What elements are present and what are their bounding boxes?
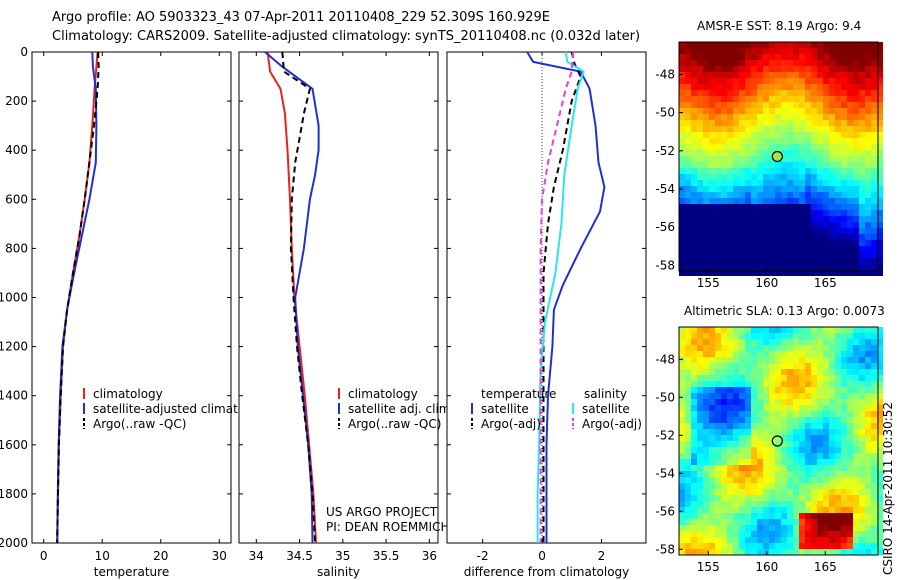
sst-map-field <box>679 42 883 276</box>
chart-title-line1: Argo profile: AO 5903323_43 07-Apr-2011 … <box>52 10 550 25</box>
legend-entry: satellite <box>582 402 630 416</box>
y-tick-label: 1600 <box>0 438 28 452</box>
annotation-pi: PI: DEAN ROEMMICH <box>326 520 449 534</box>
sla-map-title: Altimetric SLA: 0.13 Argo: 0.0073 <box>684 304 885 318</box>
x-tick-label: 165 <box>814 560 837 574</box>
y-tick-label: -54 <box>655 466 675 480</box>
x-tick-label: 0 <box>538 549 546 563</box>
legend-entry: satellite adj. clim. <box>348 402 454 416</box>
x-tick-label: 160 <box>755 560 778 574</box>
x-tick-label: 160 <box>755 276 778 290</box>
annotation-project: US ARGO PROJECT <box>326 505 438 519</box>
y-tick-label: -58 <box>655 258 675 272</box>
y-tick-label: -56 <box>655 504 675 518</box>
y-tick-label: 1200 <box>0 340 28 354</box>
y-tick-label: 600 <box>5 192 28 206</box>
series-line <box>56 51 100 544</box>
legend-entry: Argo(..raw -QC) <box>93 417 186 431</box>
x-axis-label: salinity <box>317 565 360 579</box>
y-tick-label: 400 <box>5 143 28 157</box>
series-line <box>526 51 606 543</box>
argo-float-marker <box>771 150 783 163</box>
series-line <box>539 51 575 543</box>
series-line <box>56 51 98 544</box>
legend-entry: climatology <box>93 387 163 401</box>
argo-float-marker <box>771 435 783 447</box>
x-tick-label: 20 <box>153 549 168 563</box>
legend-heading: temperature <box>481 387 556 401</box>
x-axis-label: difference from climatology <box>464 565 630 579</box>
y-tick-label: 1800 <box>0 487 28 501</box>
y-tick-label: -52 <box>655 144 675 158</box>
sst-map-frame <box>678 41 879 272</box>
x-tick-label: 155 <box>697 276 720 290</box>
x-tick-label: 0 <box>40 549 48 563</box>
y-tick-label: 200 <box>5 94 28 108</box>
y-tick-label: 1000 <box>0 291 28 305</box>
sst-map-title: AMSR-E SST: 8.19 Argo: 9.4 <box>697 19 862 33</box>
series-line <box>542 51 582 543</box>
y-tick-label: -54 <box>655 182 675 196</box>
x-tick-label: 30 <box>212 549 227 563</box>
y-tick-label: 1400 <box>0 389 28 403</box>
legend-entry: climatology <box>348 387 418 401</box>
legend-entry: satellite-adjusted climatology <box>93 402 271 416</box>
x-tick-label: 35 <box>335 549 350 563</box>
legend-entry: Argo(..raw -QC) <box>348 417 441 431</box>
sla-map-frame <box>678 326 879 556</box>
x-tick-label: 36 <box>422 549 437 563</box>
sla-map-field <box>679 327 883 555</box>
x-tick-label: 165 <box>814 276 837 290</box>
x-axis-label: temperature <box>94 565 169 579</box>
y-tick-label: -50 <box>655 106 675 120</box>
x-tick-label: 34.5 <box>286 549 313 563</box>
legend-heading: salinity <box>584 387 627 401</box>
series-line <box>281 51 317 544</box>
y-tick-label: -48 <box>655 352 675 366</box>
y-tick-label: -50 <box>655 390 675 404</box>
credit-timestamp: CSIRO 14-Apr-2011 10:30:52 <box>881 401 895 575</box>
x-tick-label: 155 <box>697 560 720 574</box>
y-tick-label: -48 <box>655 67 675 81</box>
y-tick-label: 800 <box>5 241 28 255</box>
series-line <box>536 51 585 543</box>
legend-entry: Argo(-adj) <box>481 417 541 431</box>
y-tick-label: -56 <box>655 220 675 234</box>
x-tick-label: -2 <box>477 549 489 563</box>
legend-entry: satellite <box>481 402 529 416</box>
x-tick-label: 34 <box>249 549 264 563</box>
x-tick-label: 2 <box>598 549 606 563</box>
x-tick-label: 35.5 <box>373 549 400 563</box>
y-tick-label: 0 <box>20 45 28 59</box>
x-tick-label: 10 <box>95 549 110 563</box>
y-tick-label: 2000 <box>0 536 28 550</box>
salinity-axes-box <box>238 51 439 544</box>
legend-entry: Argo(-adj) <box>582 417 642 431</box>
chart-title-line2: Climatology: CARS2009. Satellite-adjuste… <box>52 29 641 44</box>
y-tick-label: -58 <box>655 542 675 556</box>
temperature-axes-box <box>31 51 232 544</box>
y-tick-label: -52 <box>655 428 675 442</box>
